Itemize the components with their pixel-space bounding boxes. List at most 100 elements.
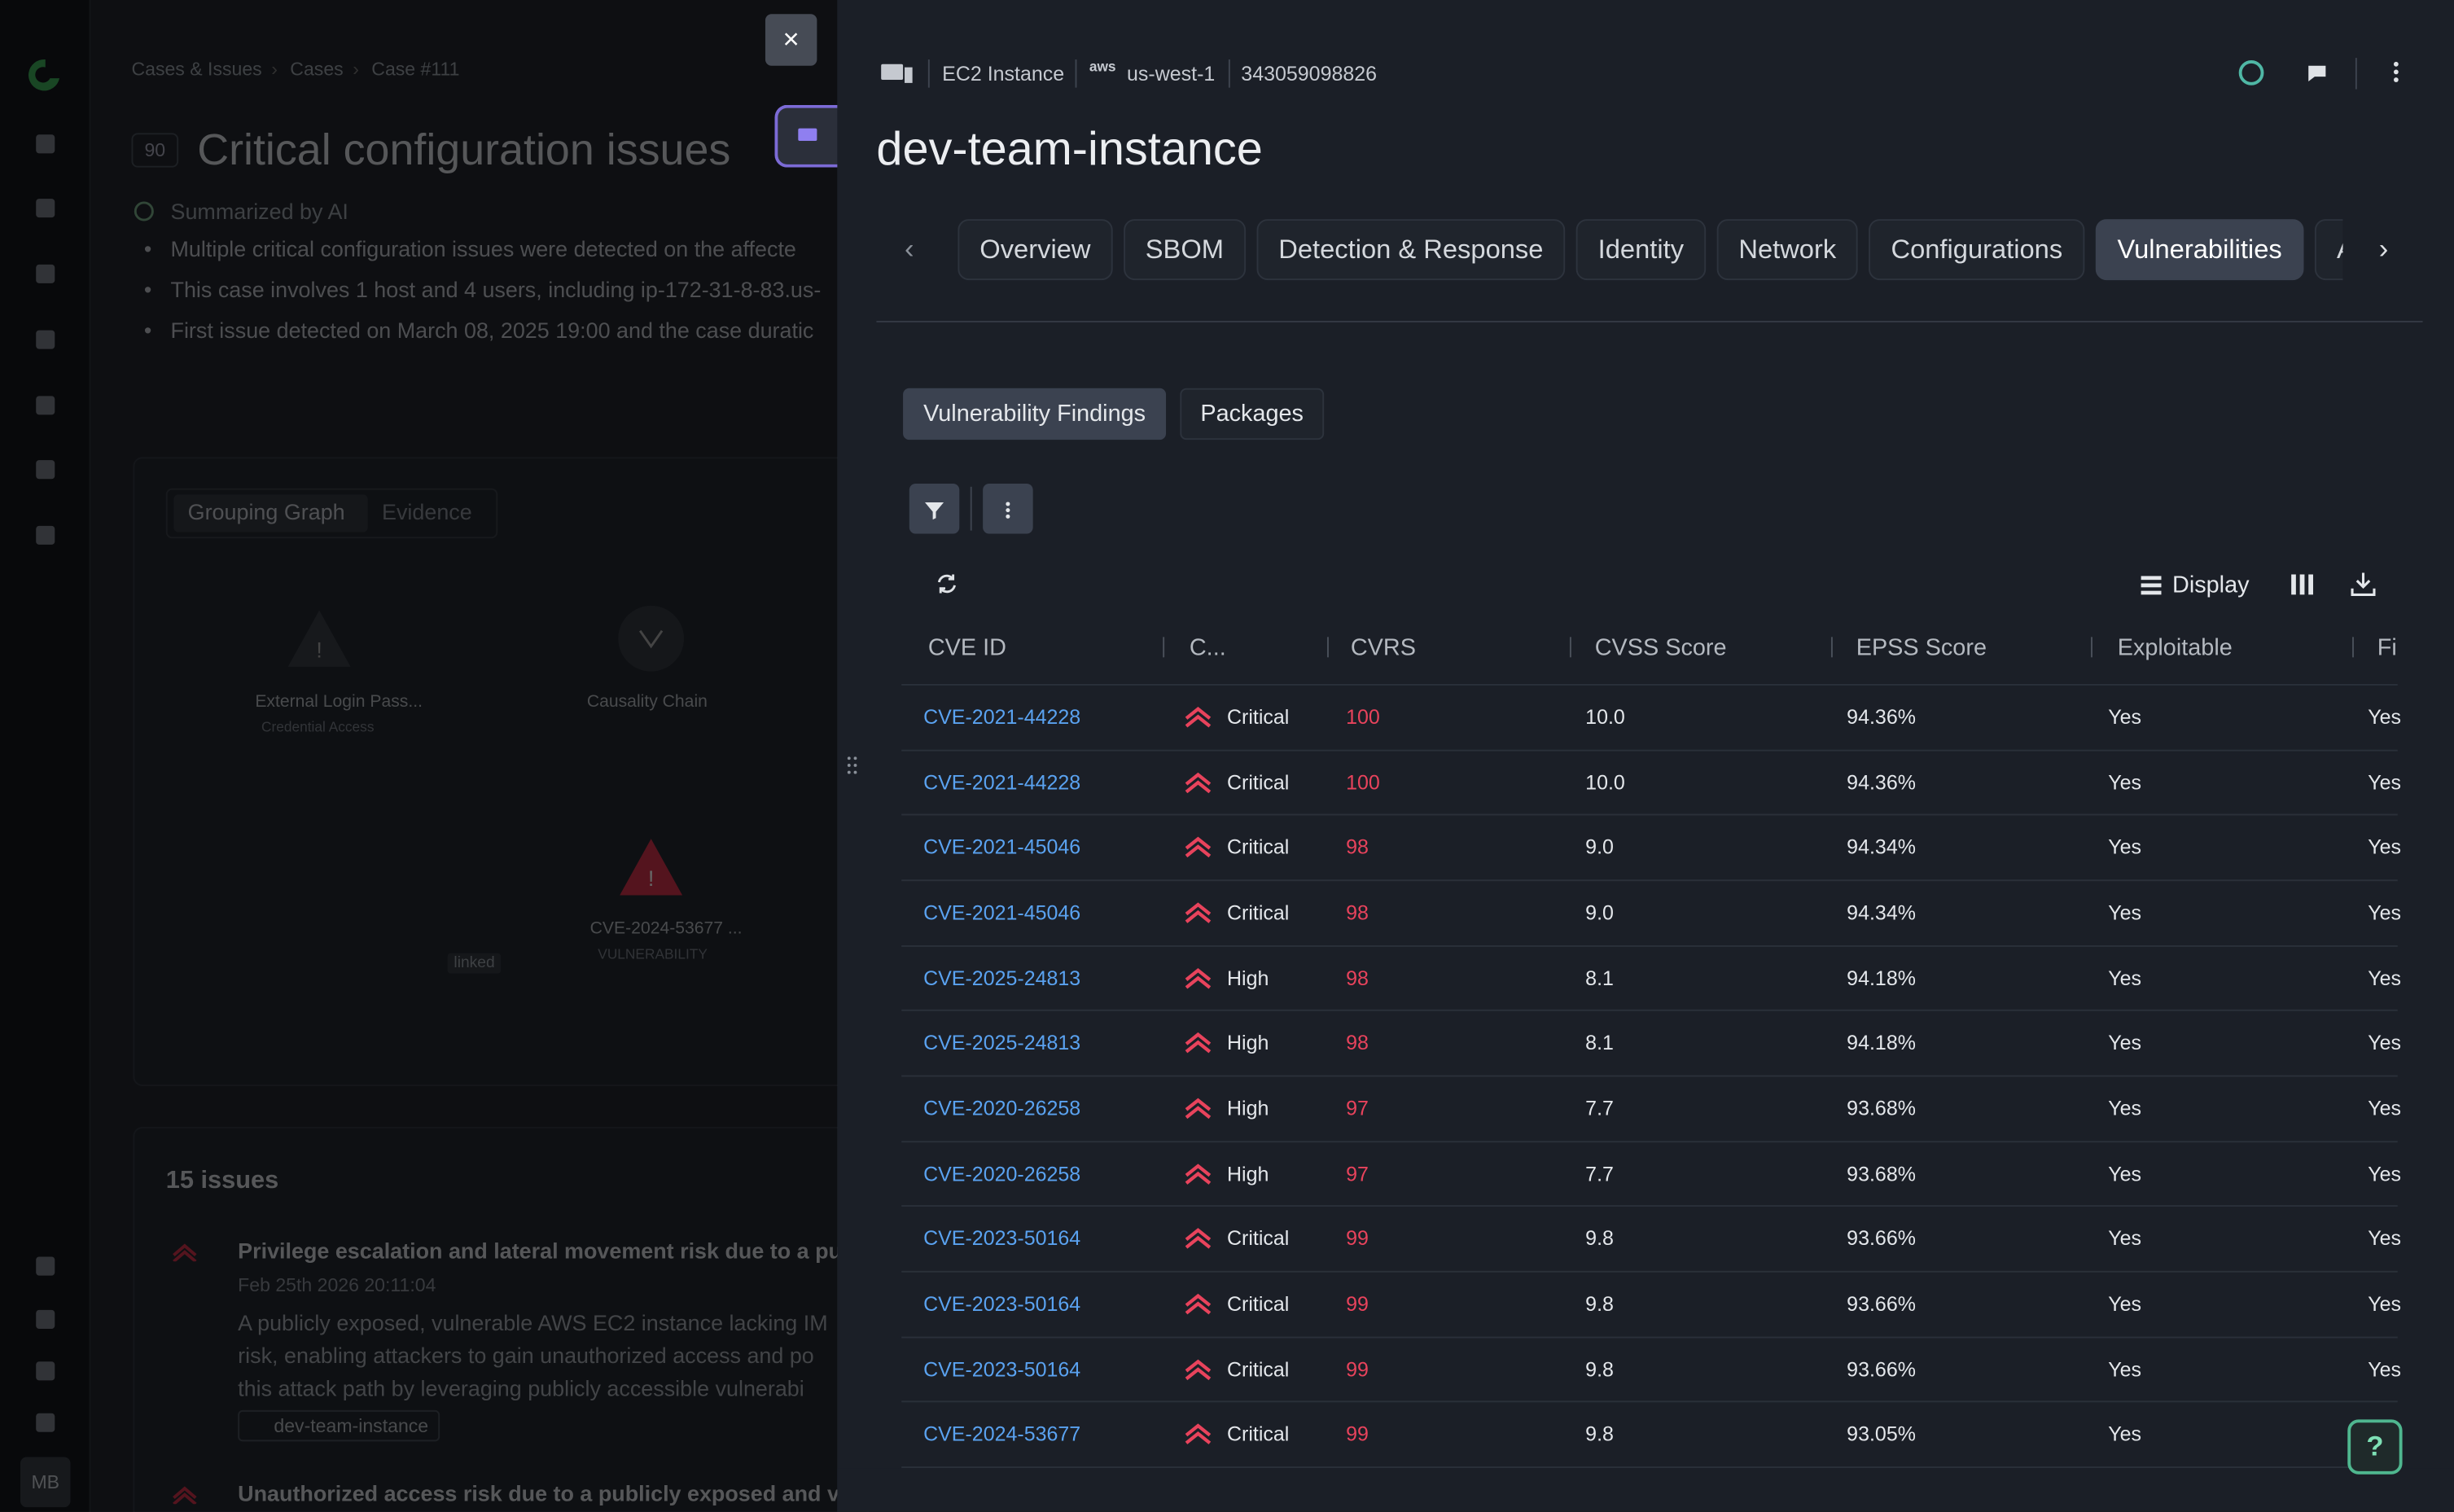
table-cell: Critical: [1227, 772, 1289, 792]
tab[interactable]: A: [2315, 219, 2342, 280]
table-cell: 7.7: [1585, 1098, 1614, 1118]
row-border: [901, 749, 2398, 751]
table-cell: Critical: [1227, 1424, 1289, 1444]
tab[interactable]: Overview: [957, 219, 1112, 280]
severity-icon: [1183, 901, 1213, 923]
table-cell: Yes: [2368, 1098, 2401, 1118]
table-cell: 98: [1346, 902, 1369, 923]
resource-type: EC2 Instance: [942, 64, 1064, 84]
table-cell: 93.66%: [1847, 1228, 1916, 1248]
row-border: [901, 814, 2398, 816]
provider-logo: aws: [1089, 60, 1116, 74]
column-divider: [1163, 637, 1164, 657]
table-cell: Yes: [2368, 707, 2401, 727]
cve-link[interactable]: CVE-2021-45046: [923, 837, 1080, 857]
tab[interactable]: Detection & Response: [1256, 219, 1565, 280]
toggle-icon: [796, 125, 818, 144]
tab-next[interactable]: ›: [2379, 234, 2389, 263]
table-cell: 94.36%: [1847, 707, 1916, 727]
table-cell: 99: [1346, 1424, 1369, 1444]
cve-link[interactable]: CVE-2023-50164: [923, 1358, 1080, 1378]
row-border: [901, 1401, 2398, 1403]
severity-icon: [1183, 1032, 1213, 1054]
table-cell: Yes: [2368, 1358, 2401, 1378]
cve-link[interactable]: CVE-2021-44228: [923, 707, 1080, 727]
display-icon[interactable]: [2141, 574, 2162, 593]
column-divider: [1831, 637, 1833, 657]
table-cell: 94.18%: [1847, 967, 1916, 988]
severity-icon: [1183, 771, 1213, 793]
subtab[interactable]: Vulnerability Findings: [903, 388, 1166, 440]
column-divider: [1570, 637, 1571, 657]
table-cell: 98: [1346, 837, 1369, 857]
tab[interactable]: Network: [1716, 219, 1858, 280]
table-cell: Critical: [1227, 902, 1289, 923]
cve-link[interactable]: CVE-2023-50164: [923, 1293, 1080, 1313]
row-border: [901, 879, 2398, 881]
table-cell: Yes: [2108, 1098, 2141, 1118]
table-cell: 94.34%: [1847, 837, 1916, 857]
column-header[interactable]: CVE ID: [928, 636, 1006, 660]
table-cell: Yes: [2368, 1032, 2401, 1053]
tab[interactable]: Configurations: [1869, 219, 2085, 280]
refresh-icon[interactable]: [936, 573, 957, 595]
tab-prev[interactable]: ‹: [905, 234, 914, 263]
table-cell: High: [1227, 1098, 1269, 1118]
table-cell: Yes: [2368, 1228, 2401, 1248]
columns-icon[interactable]: [2291, 574, 2313, 594]
column-header[interactable]: Exploitable: [2118, 636, 2233, 660]
table-cell: 9.0: [1585, 902, 1614, 923]
status-icon[interactable]: [2238, 59, 2265, 86]
cve-link[interactable]: CVE-2025-24813: [923, 967, 1080, 988]
column-header[interactable]: C...: [1190, 636, 1226, 660]
column-header[interactable]: CVRS: [1351, 636, 1416, 660]
subtab[interactable]: Packages: [1180, 388, 1324, 440]
separator: [971, 487, 972, 531]
display-button[interactable]: Display: [2172, 573, 2250, 597]
table-cell: 9.8: [1585, 1358, 1614, 1378]
table-cell: 9.0: [1585, 837, 1614, 857]
cve-link[interactable]: CVE-2021-45046: [923, 902, 1080, 923]
column-divider: [2091, 637, 2092, 657]
download-icon[interactable]: [2351, 572, 2376, 597]
table-cell: Yes: [2368, 967, 2401, 988]
table-cell: 10.0: [1585, 707, 1625, 727]
table-cell: 99: [1346, 1358, 1369, 1378]
row-border: [901, 1076, 2398, 1077]
row-border: [901, 1141, 2398, 1142]
tab[interactable]: Vulnerabilities: [2096, 219, 2304, 280]
more-icon[interactable]: [2391, 61, 2401, 83]
severity-icon: [1183, 706, 1213, 728]
table-cell: Critical: [1227, 1358, 1289, 1378]
cve-link[interactable]: CVE-2020-26258: [923, 1098, 1080, 1118]
table-cell: 10.0: [1585, 772, 1625, 792]
cve-link[interactable]: CVE-2020-26258: [923, 1163, 1080, 1183]
resize-handle[interactable]: [847, 754, 857, 773]
table-cell: 9.8: [1585, 1424, 1614, 1444]
table-cell: 98: [1346, 967, 1369, 988]
table-cell: Yes: [2108, 967, 2141, 988]
tab[interactable]: Identity: [1576, 219, 1706, 280]
column-header[interactable]: CVSS Score: [1595, 636, 1727, 660]
comment-icon[interactable]: [2307, 63, 2327, 81]
cve-link[interactable]: CVE-2021-44228: [923, 772, 1080, 792]
tab[interactable]: SBOM: [1124, 219, 1246, 280]
table-cell: Yes: [2368, 1293, 2401, 1313]
cve-link[interactable]: CVE-2025-24813: [923, 1032, 1080, 1053]
cve-link[interactable]: CVE-2023-50164: [923, 1228, 1080, 1248]
table-cell: 94.34%: [1847, 902, 1916, 923]
table-cell: Critical: [1227, 1228, 1289, 1248]
table-cell: Yes: [2108, 1293, 2141, 1313]
table-cell: Yes: [2108, 902, 2141, 923]
tab-strip: OverviewSBOMDetection & ResponseIdentity…: [957, 219, 2342, 282]
table-cell: High: [1227, 1163, 1269, 1183]
table-cell: Yes: [2368, 837, 2401, 857]
resource-name: dev-team-instance: [876, 127, 1262, 174]
column-header[interactable]: EPSS Score: [1856, 636, 1987, 660]
close-button[interactable]: ×: [765, 14, 817, 65]
cve-link[interactable]: CVE-2024-53677: [923, 1424, 1080, 1444]
help-button[interactable]: ?: [2347, 1419, 2402, 1474]
table-cell: Yes: [2108, 772, 2141, 792]
column-header[interactable]: Fi: [2377, 636, 2397, 660]
table-cell: 8.1: [1585, 967, 1614, 988]
